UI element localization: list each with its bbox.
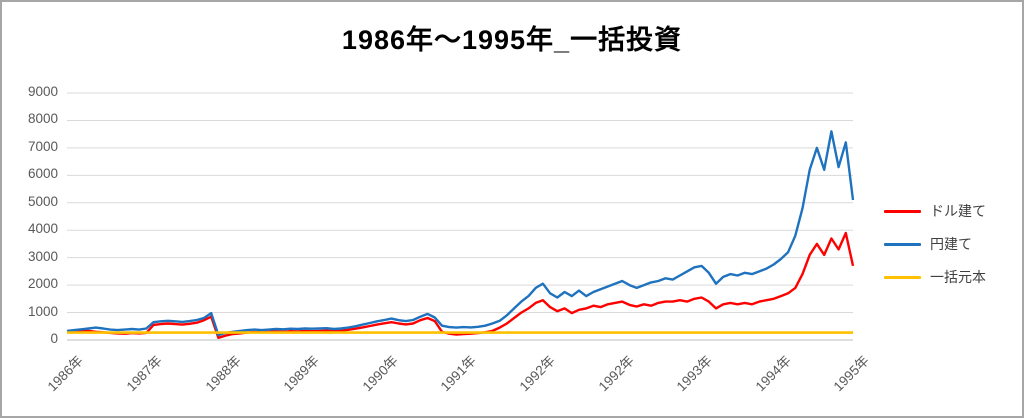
series-line-1 bbox=[66, 130, 855, 337]
series-line-0 bbox=[66, 231, 855, 339]
y-tick-label: 1000 bbox=[27, 303, 58, 319]
y-tick-label: 5000 bbox=[27, 193, 58, 209]
legend-label-principal: 一括元本 bbox=[930, 269, 986, 285]
y-tick-label: 9000 bbox=[27, 84, 58, 99]
y-tick-label: 0 bbox=[50, 331, 58, 346]
y-tick-label: 7000 bbox=[27, 138, 58, 154]
chart-legend: ドル建て 円建て 一括元本 bbox=[884, 201, 986, 287]
legend-item-yen: 円建て bbox=[884, 234, 986, 254]
legend-item-dollar: ドル建て bbox=[884, 201, 986, 221]
y-tick-label: 3000 bbox=[27, 248, 58, 264]
y-tick-label: 4000 bbox=[27, 221, 58, 237]
legend-label-dollar: ドル建て bbox=[930, 203, 986, 219]
legend-line-gold-icon bbox=[884, 275, 921, 279]
legend-line-red-icon bbox=[884, 209, 921, 213]
legend-item-principal: 一括元本 bbox=[884, 267, 986, 287]
legend-line-blue-icon bbox=[884, 242, 921, 246]
y-tick-label: 8000 bbox=[27, 111, 58, 127]
y-tick-label: 6000 bbox=[27, 166, 58, 182]
chart-title: 1986年〜1995年_一括投資 bbox=[341, 25, 683, 55]
legend-label-yen: 円建て bbox=[930, 236, 972, 252]
y-tick-label: 2000 bbox=[27, 276, 58, 292]
